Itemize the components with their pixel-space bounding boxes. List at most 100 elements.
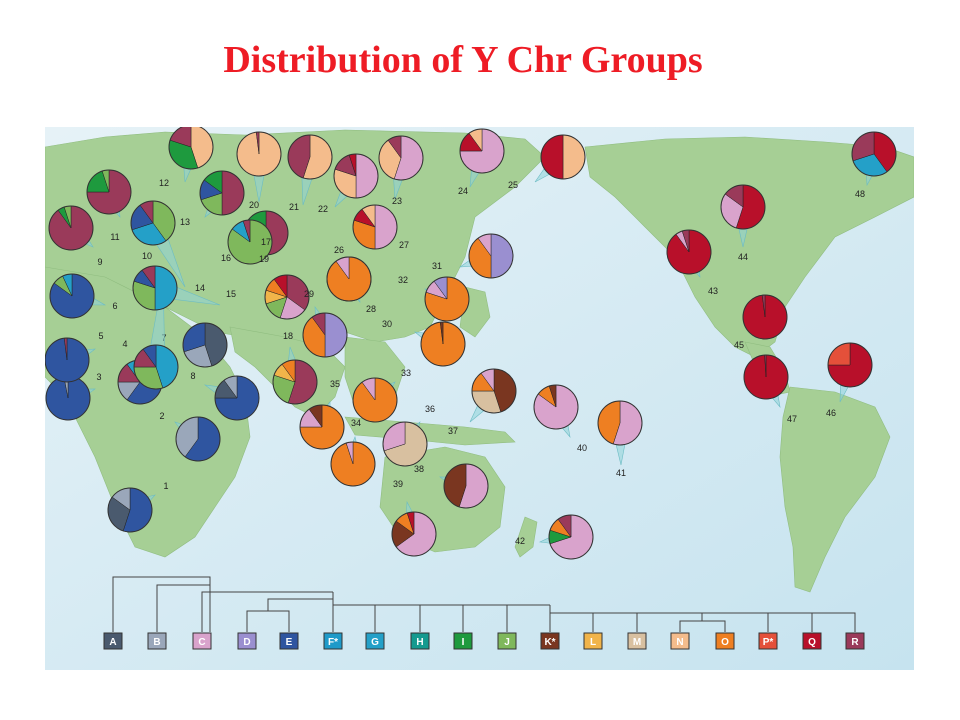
pie-outline bbox=[299, 404, 345, 450]
new-zealand bbox=[514, 516, 538, 558]
pie-14: 14 bbox=[130, 200, 205, 293]
pie-20: 20 bbox=[236, 131, 282, 210]
pie-label: 18 bbox=[283, 331, 293, 341]
pie-30: 30 bbox=[382, 319, 466, 367]
pie-outline bbox=[45, 337, 90, 383]
legend-item-p-star: P* bbox=[758, 632, 778, 650]
tree-branch bbox=[201, 591, 333, 632]
pie-label: 12 bbox=[159, 178, 169, 188]
legend-swatch bbox=[497, 632, 517, 650]
legend-item-g: G bbox=[365, 632, 385, 650]
pie-label: 34 bbox=[351, 418, 361, 428]
haplogroup-legend: A B C D E F* G H I J K* L M N O P* Q R bbox=[103, 632, 865, 650]
legend-label: D bbox=[243, 637, 250, 648]
pie-13: 13 bbox=[180, 170, 245, 227]
pie-outline bbox=[382, 421, 428, 467]
pie-outline bbox=[272, 359, 318, 405]
pie-48: 48 bbox=[851, 131, 897, 199]
pie-outline bbox=[133, 344, 179, 390]
legend-label: O bbox=[721, 637, 729, 648]
pie-1: 1 bbox=[107, 481, 169, 533]
legend-item-r: R bbox=[845, 632, 865, 650]
pie-label: 15 bbox=[226, 289, 236, 299]
pie-label: 32 bbox=[398, 275, 408, 285]
legend-label: A bbox=[109, 637, 116, 648]
pie-label: 30 bbox=[382, 319, 392, 329]
legend-label: R bbox=[851, 637, 859, 648]
pie-label: 11 bbox=[110, 232, 119, 242]
pie-outline bbox=[326, 256, 372, 302]
pie-label: 21 bbox=[289, 202, 299, 212]
pie-label: 47 bbox=[787, 414, 797, 424]
pie-label: 28 bbox=[366, 304, 376, 314]
pie-label: 13 bbox=[180, 217, 190, 227]
south-america bbox=[779, 386, 891, 593]
pie-label: 19 bbox=[259, 254, 269, 264]
pie-outline bbox=[48, 205, 94, 251]
legend-label: K* bbox=[544, 637, 555, 648]
pie-outline bbox=[333, 153, 379, 199]
pie-12: 12 bbox=[159, 127, 214, 188]
pie-label: 5 bbox=[98, 331, 103, 341]
pie-outline bbox=[168, 127, 214, 170]
pie-23: 23 bbox=[378, 135, 424, 206]
tree-branch bbox=[156, 584, 210, 632]
legend-item-c: C bbox=[192, 632, 212, 650]
pie-31: 31 bbox=[432, 233, 514, 279]
legend-label: Q bbox=[808, 637, 816, 648]
pie-outline bbox=[330, 441, 376, 487]
pie-outline bbox=[742, 294, 788, 340]
legend-swatch bbox=[147, 632, 167, 650]
pie-37: 37 bbox=[448, 368, 517, 436]
legend-label: N bbox=[676, 637, 683, 648]
legend-label: B bbox=[153, 637, 160, 648]
pie-27: 27 bbox=[352, 204, 409, 250]
pie-label: 48 bbox=[855, 189, 865, 199]
pie-label: 17 bbox=[261, 237, 271, 247]
pie-label: 6 bbox=[112, 301, 117, 311]
pie-outline bbox=[352, 204, 398, 250]
pie-label: 27 bbox=[399, 240, 409, 250]
pie-outline bbox=[132, 265, 178, 311]
pie-outline bbox=[264, 274, 310, 320]
pie-outline bbox=[236, 131, 282, 177]
pie-outline bbox=[471, 368, 517, 414]
pie-charts: 1234567891011121314151617181920212223242… bbox=[45, 127, 897, 560]
legend-swatch bbox=[192, 632, 212, 650]
pie-36: 36 bbox=[382, 404, 435, 467]
legend-item-j: J bbox=[497, 632, 517, 650]
legend-swatch bbox=[323, 632, 343, 650]
pie-label: 37 bbox=[448, 426, 458, 436]
pie-label: 43 bbox=[708, 286, 718, 296]
pie-outline bbox=[214, 375, 260, 421]
pie-15: 15 bbox=[132, 265, 236, 311]
pie-40: 40 bbox=[533, 384, 587, 453]
pie-outline bbox=[420, 321, 466, 367]
legend-label: P* bbox=[763, 637, 774, 648]
legend-label: H bbox=[416, 637, 423, 648]
legend-swatch bbox=[279, 632, 299, 650]
pie-label: 29 bbox=[304, 289, 314, 299]
legend-swatch bbox=[802, 632, 822, 650]
legend-swatch bbox=[365, 632, 385, 650]
pie-outline bbox=[827, 342, 873, 388]
pie-label: 33 bbox=[401, 368, 411, 378]
legend-swatch bbox=[758, 632, 778, 650]
pie-outline bbox=[175, 416, 221, 462]
pie-label: 2 bbox=[159, 411, 164, 421]
pie-label: 22 bbox=[318, 204, 328, 214]
pie-9: 9 bbox=[48, 205, 103, 267]
pie-label: 40 bbox=[577, 443, 587, 453]
pie-label: 1 bbox=[163, 481, 168, 491]
pie-label: 36 bbox=[425, 404, 435, 414]
pie-outline bbox=[199, 170, 245, 216]
legend-item-i: I bbox=[453, 632, 473, 650]
pie-39: 39 bbox=[391, 479, 437, 557]
pie-25: 25 bbox=[508, 134, 586, 190]
pie-34: 34 bbox=[330, 418, 376, 487]
tree-branch bbox=[267, 598, 334, 632]
pie-label: 8 bbox=[190, 371, 195, 381]
pie-outline bbox=[49, 273, 95, 319]
legend-item-f-star: F* bbox=[323, 632, 343, 650]
